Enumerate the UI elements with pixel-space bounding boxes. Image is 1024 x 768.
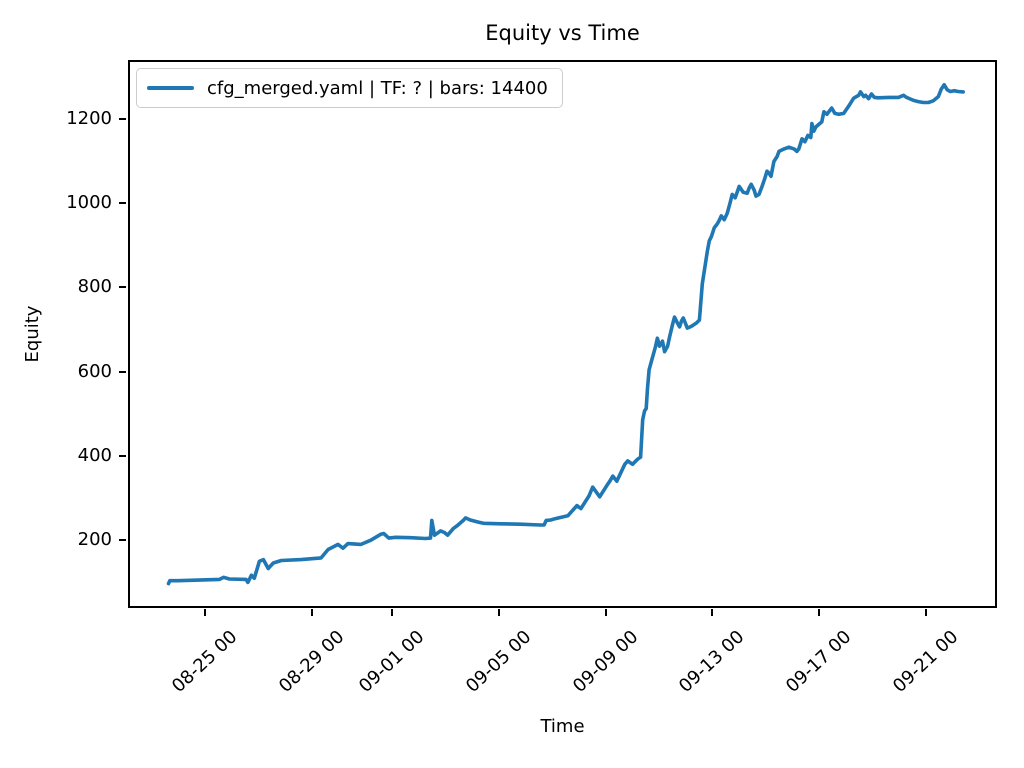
y-tick-label: 200 xyxy=(77,529,112,551)
equity-line xyxy=(166,82,966,586)
x-tick-mark xyxy=(390,609,393,616)
y-tick-label: 600 xyxy=(77,360,112,382)
y-tick-label: 1000 xyxy=(66,191,112,213)
plot-area xyxy=(128,60,997,608)
x-tick-label: 09-21 00 xyxy=(889,626,963,697)
y-tick-mark xyxy=(119,286,126,289)
legend-line-swatch xyxy=(147,86,194,90)
y-tick-mark xyxy=(119,454,126,457)
x-tick-label: 08-29 00 xyxy=(274,626,348,697)
y-tick-label: 800 xyxy=(77,276,112,298)
legend-label: cfg_merged.yaml | TF: ? | bars: 14400 xyxy=(207,77,548,99)
y-axis-label: Equity xyxy=(22,305,43,363)
x-tick-label: 09-17 00 xyxy=(782,626,856,697)
y-tick-mark xyxy=(119,117,126,120)
y-tick-label: 400 xyxy=(77,444,112,466)
x-tick-label: 09-05 00 xyxy=(461,626,536,697)
plot-canvas xyxy=(166,82,966,586)
x-tick-mark xyxy=(497,609,500,616)
x-tick-mark xyxy=(604,609,607,616)
x-tick-mark xyxy=(203,609,206,616)
y-tick-mark xyxy=(119,370,126,373)
legend: cfg_merged.yaml | TF: ? | bars: 14400 xyxy=(136,68,563,108)
x-tick-label: 09-09 00 xyxy=(568,626,642,697)
x-tick-mark xyxy=(818,609,821,616)
x-tick-mark xyxy=(310,609,313,616)
x-tick-mark xyxy=(711,609,714,616)
x-axis-label: Time xyxy=(540,716,585,737)
x-tick-label: 08-25 00 xyxy=(167,626,241,697)
x-tick-mark xyxy=(925,609,928,616)
chart-title: Equity vs Time xyxy=(485,21,640,45)
y-tick-mark xyxy=(119,539,126,542)
y-tick-mark xyxy=(119,201,126,204)
y-tick-label: 1200 xyxy=(66,107,112,129)
x-tick-label: 09-13 00 xyxy=(675,626,749,697)
